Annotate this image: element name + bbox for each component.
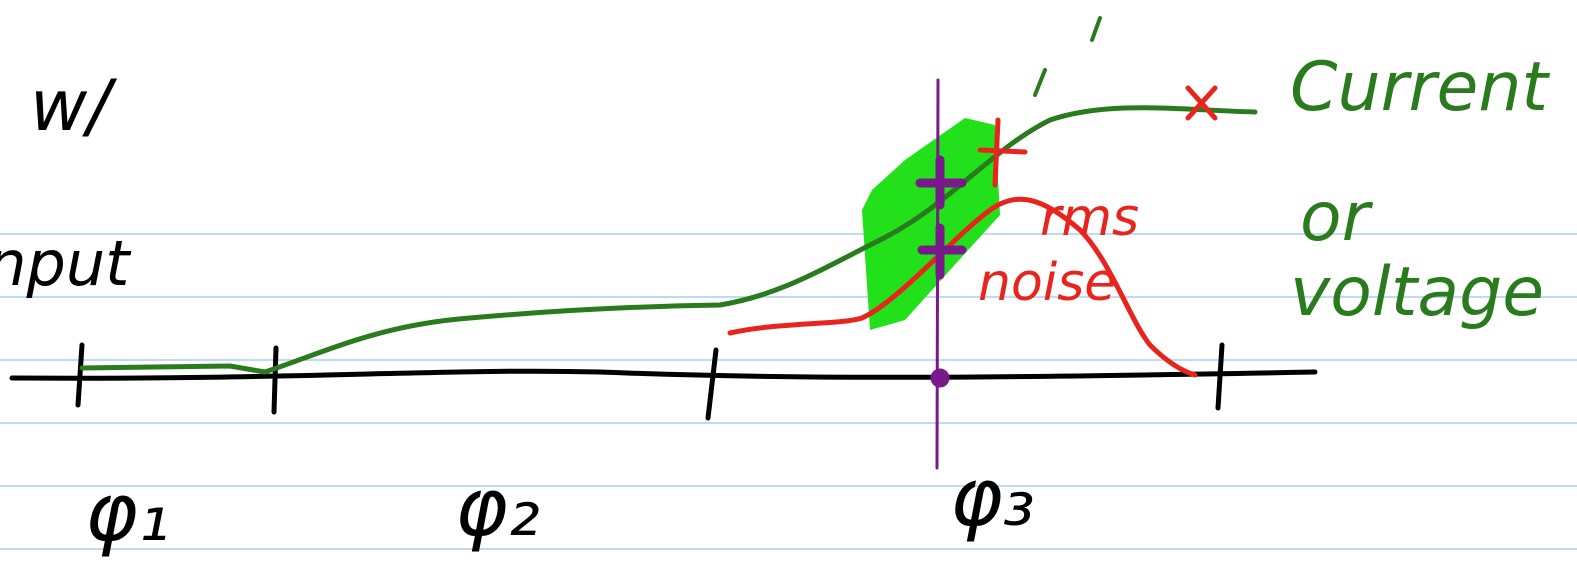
phase-marker (915, 78, 967, 470)
red-marks (977, 85, 1218, 188)
phase-label: φ₃ (950, 451, 1035, 544)
signal-curve (79, 105, 1258, 375)
output-label: Current (1290, 48, 1550, 127)
noise-label: noise (978, 253, 1116, 313)
annotation: input (0, 227, 132, 300)
rms-label: rms (1040, 188, 1139, 248)
phase-label: φ₁ (85, 466, 170, 559)
noise-curve (727, 196, 1198, 378)
ruled-lines (0, 233, 1577, 550)
noise-band (862, 118, 1000, 330)
output-label: or (1300, 178, 1374, 257)
axis (9, 342, 1318, 421)
phase-label: φ₂ (455, 461, 540, 554)
annotation: w/ (30, 65, 117, 147)
output-label: voltage (1290, 253, 1544, 332)
dashes (1033, 16, 1102, 97)
